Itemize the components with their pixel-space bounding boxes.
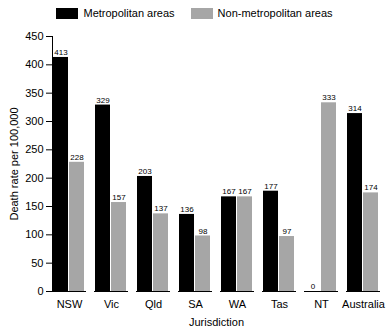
svg-text:400: 400 xyxy=(25,58,43,70)
svg-text:Death rate per 100,000: Death rate per 100,000 xyxy=(8,107,20,220)
svg-text:WA: WA xyxy=(229,298,247,310)
svg-text:300: 300 xyxy=(25,115,43,127)
svg-text:167: 167 xyxy=(238,187,252,196)
html-text:Non-metropolitan areas: Non-metropolitan areas xyxy=(217,7,333,19)
svg-text:150: 150 xyxy=(25,200,43,212)
svg-text:450: 450 xyxy=(25,30,43,42)
svg-text:Qld: Qld xyxy=(145,298,162,310)
svg-text:250: 250 xyxy=(25,143,43,155)
svg-text:157: 157 xyxy=(112,193,126,202)
svg-text:Jurisdiction: Jurisdiction xyxy=(189,316,244,328)
svg-text:413: 413 xyxy=(54,48,68,57)
svg-text:SA: SA xyxy=(188,298,203,310)
svg-text:0: 0 xyxy=(311,282,316,291)
svg-text:136: 136 xyxy=(180,205,194,214)
svg-text:333: 333 xyxy=(322,93,336,102)
html-text:Metropolitan areas: Metropolitan areas xyxy=(83,7,175,19)
svg-text:203: 203 xyxy=(138,167,152,176)
svg-text:350: 350 xyxy=(25,87,43,99)
svg-text:Australia: Australia xyxy=(342,298,386,310)
svg-text:329: 329 xyxy=(96,96,110,105)
svg-text:137: 137 xyxy=(154,204,168,213)
svg-text:Vic: Vic xyxy=(104,298,120,310)
svg-text:50: 50 xyxy=(31,257,43,269)
svg-text:200: 200 xyxy=(25,172,43,184)
svg-text:Tas: Tas xyxy=(271,298,289,310)
svg-text:NSW: NSW xyxy=(57,298,83,310)
svg-text:97: 97 xyxy=(283,227,292,236)
svg-text:228: 228 xyxy=(70,153,84,162)
svg-text:177: 177 xyxy=(264,182,278,191)
svg-text:98: 98 xyxy=(199,227,208,236)
svg-text:100: 100 xyxy=(25,228,43,240)
svg-text:314: 314 xyxy=(348,104,362,113)
svg-text:NT: NT xyxy=(314,298,329,310)
svg-text:167: 167 xyxy=(222,187,236,196)
svg-text:174: 174 xyxy=(364,183,378,192)
svg-text:0: 0 xyxy=(37,285,43,297)
